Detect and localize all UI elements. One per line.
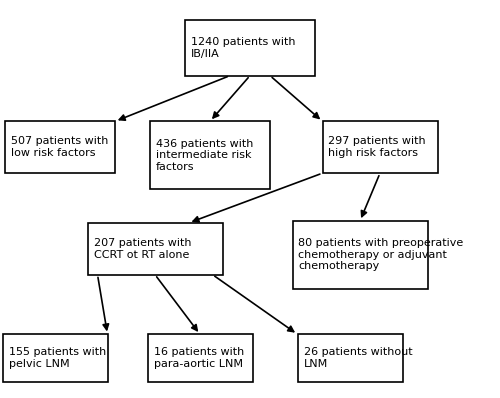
- Text: 1240 patients with
IB/IIA: 1240 patients with IB/IIA: [191, 37, 296, 59]
- Bar: [298, 334, 403, 382]
- Bar: [292, 221, 428, 289]
- Text: 436 patients with
intermediate risk
factors: 436 patients with intermediate risk fact…: [156, 139, 254, 172]
- Bar: [322, 121, 438, 173]
- Bar: [148, 334, 252, 382]
- Text: 207 patients with
CCRT ot RT alone: 207 patients with CCRT ot RT alone: [94, 238, 191, 259]
- Text: 26 patients without
LNM: 26 patients without LNM: [304, 347, 412, 369]
- Text: 155 patients with
pelvic LNM: 155 patients with pelvic LNM: [8, 347, 106, 369]
- Bar: [88, 223, 222, 275]
- Text: 80 patients with preoperative
chemotherapy or adjuvant
chemotherapy: 80 patients with preoperative chemothera…: [298, 238, 464, 271]
- Bar: [150, 121, 270, 189]
- Bar: [185, 20, 315, 76]
- Text: 16 patients with
para-aortic LNM: 16 patients with para-aortic LNM: [154, 347, 244, 369]
- Bar: [5, 121, 115, 173]
- Text: 507 patients with
low risk factors: 507 patients with low risk factors: [11, 137, 108, 158]
- Text: 297 patients with
high risk factors: 297 patients with high risk factors: [328, 137, 426, 158]
- Bar: [2, 334, 108, 382]
